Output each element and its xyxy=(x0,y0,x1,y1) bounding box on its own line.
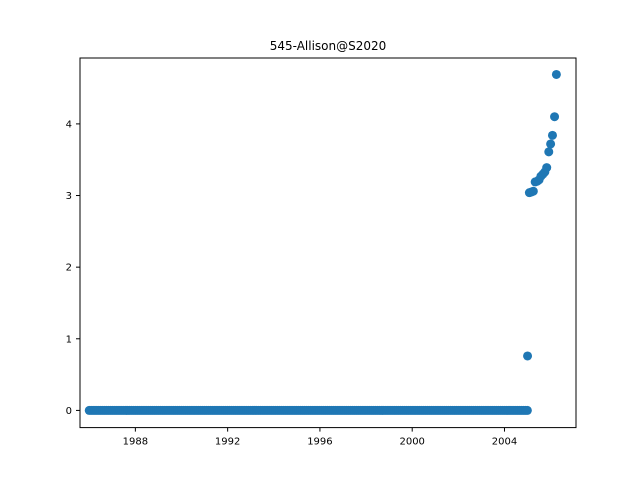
y-tick-label: 2 xyxy=(66,263,72,274)
data-point xyxy=(546,139,556,149)
x-tick-label: 1992 xyxy=(215,437,240,448)
y-tick-label: 4 xyxy=(66,119,72,130)
chart-title: 545-Allison@S2020 xyxy=(270,39,387,53)
data-point xyxy=(551,69,561,79)
data-point xyxy=(523,351,533,361)
y-tick-label: 0 xyxy=(66,406,72,417)
x-tick-label: 2000 xyxy=(399,437,424,448)
x-axis: 1988 1992 1996 2000 2004 xyxy=(123,427,517,448)
y-tick-label: 1 xyxy=(66,334,72,345)
x-tick-label: 1988 xyxy=(123,437,148,448)
plot-frame xyxy=(79,57,577,429)
x-tick-label: 2004 xyxy=(492,437,517,448)
data-point xyxy=(550,112,560,122)
y-tick-label: 3 xyxy=(66,191,72,202)
data-point xyxy=(522,405,532,415)
y-axis: 0 1 2 3 4 xyxy=(66,119,80,417)
data-point xyxy=(528,186,538,196)
data-point xyxy=(542,163,552,173)
data-point xyxy=(547,130,557,140)
data-point xyxy=(544,147,554,157)
points-layer xyxy=(84,69,561,415)
x-tick-label: 1996 xyxy=(307,437,332,448)
